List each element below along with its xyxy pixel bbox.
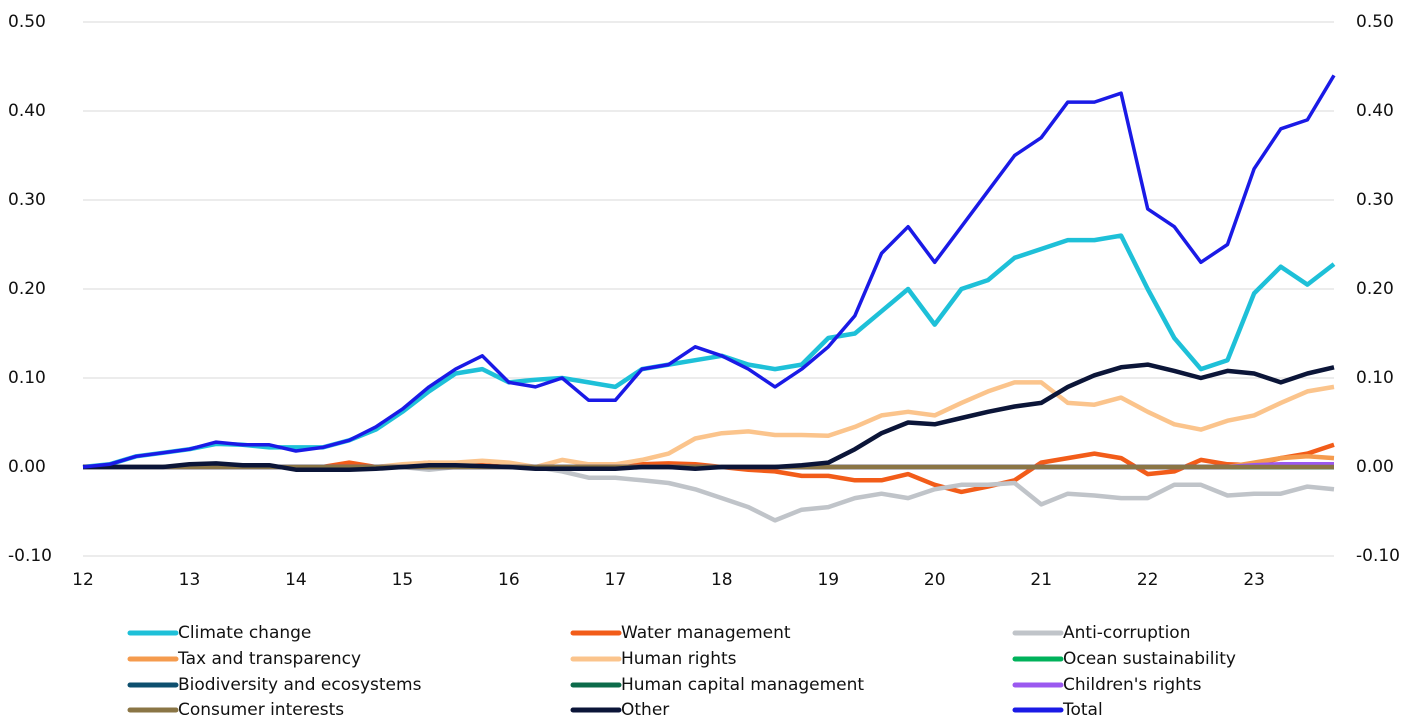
x-tick-label: 14 bbox=[285, 570, 307, 590]
legend-label: Tax and transparency bbox=[177, 649, 361, 669]
legend-label: Ocean sustainability bbox=[1063, 649, 1236, 669]
legend-label: Climate change bbox=[178, 623, 311, 643]
x-tick-label: 21 bbox=[1030, 570, 1052, 590]
x-tick-label: 19 bbox=[817, 570, 839, 590]
y2-tick-label: 0.30 bbox=[1356, 190, 1394, 210]
legend-label: Human rights bbox=[621, 649, 737, 669]
x-tick-label: 13 bbox=[179, 570, 201, 590]
x-tick-label: 16 bbox=[498, 570, 520, 590]
x-tick-label: 23 bbox=[1243, 570, 1265, 590]
x-tick-label: 12 bbox=[72, 570, 94, 590]
y2-tick-label: 0.50 bbox=[1356, 12, 1394, 32]
legend-label: Children's rights bbox=[1063, 675, 1202, 695]
y-tick-label: 0.50 bbox=[8, 12, 46, 32]
x-tick-label: 22 bbox=[1137, 570, 1159, 590]
series-line bbox=[82, 233, 1336, 470]
legend-label: Total bbox=[1062, 700, 1103, 720]
legend-label: Other bbox=[621, 700, 669, 720]
legend-label: Anti-corruption bbox=[1063, 623, 1190, 643]
x-tick-label: 18 bbox=[711, 570, 733, 590]
legend-label: Consumer interests bbox=[178, 700, 344, 720]
legend-label: Water management bbox=[621, 623, 791, 643]
y2-tick-label: 0.20 bbox=[1356, 279, 1394, 299]
series-line bbox=[83, 362, 1335, 472]
series-line bbox=[83, 380, 1335, 470]
y-tick-label: -0.10 bbox=[8, 546, 52, 566]
x-tick-label: 15 bbox=[392, 570, 414, 590]
y2-tick-label: 0.10 bbox=[1356, 368, 1394, 388]
x-tick-label: 17 bbox=[605, 570, 627, 590]
y-tick-label: 0.10 bbox=[8, 368, 46, 388]
y-tick-label: 0.40 bbox=[8, 101, 46, 121]
y2-tick-label: 0.40 bbox=[1356, 101, 1394, 121]
legend-label: Biodiversity and ecosystems bbox=[178, 675, 422, 695]
y2-tick-label: 0.00 bbox=[1356, 457, 1394, 477]
legend-label: Human capital management bbox=[621, 675, 864, 695]
y-tick-label: 0.20 bbox=[8, 279, 46, 299]
x-tick-label: 20 bbox=[924, 570, 946, 590]
y2-tick-label: -0.10 bbox=[1356, 546, 1400, 566]
y-tick-label: 0.30 bbox=[8, 190, 46, 210]
series-line bbox=[82, 74, 1336, 469]
y-tick-label: 0.00 bbox=[8, 457, 46, 477]
